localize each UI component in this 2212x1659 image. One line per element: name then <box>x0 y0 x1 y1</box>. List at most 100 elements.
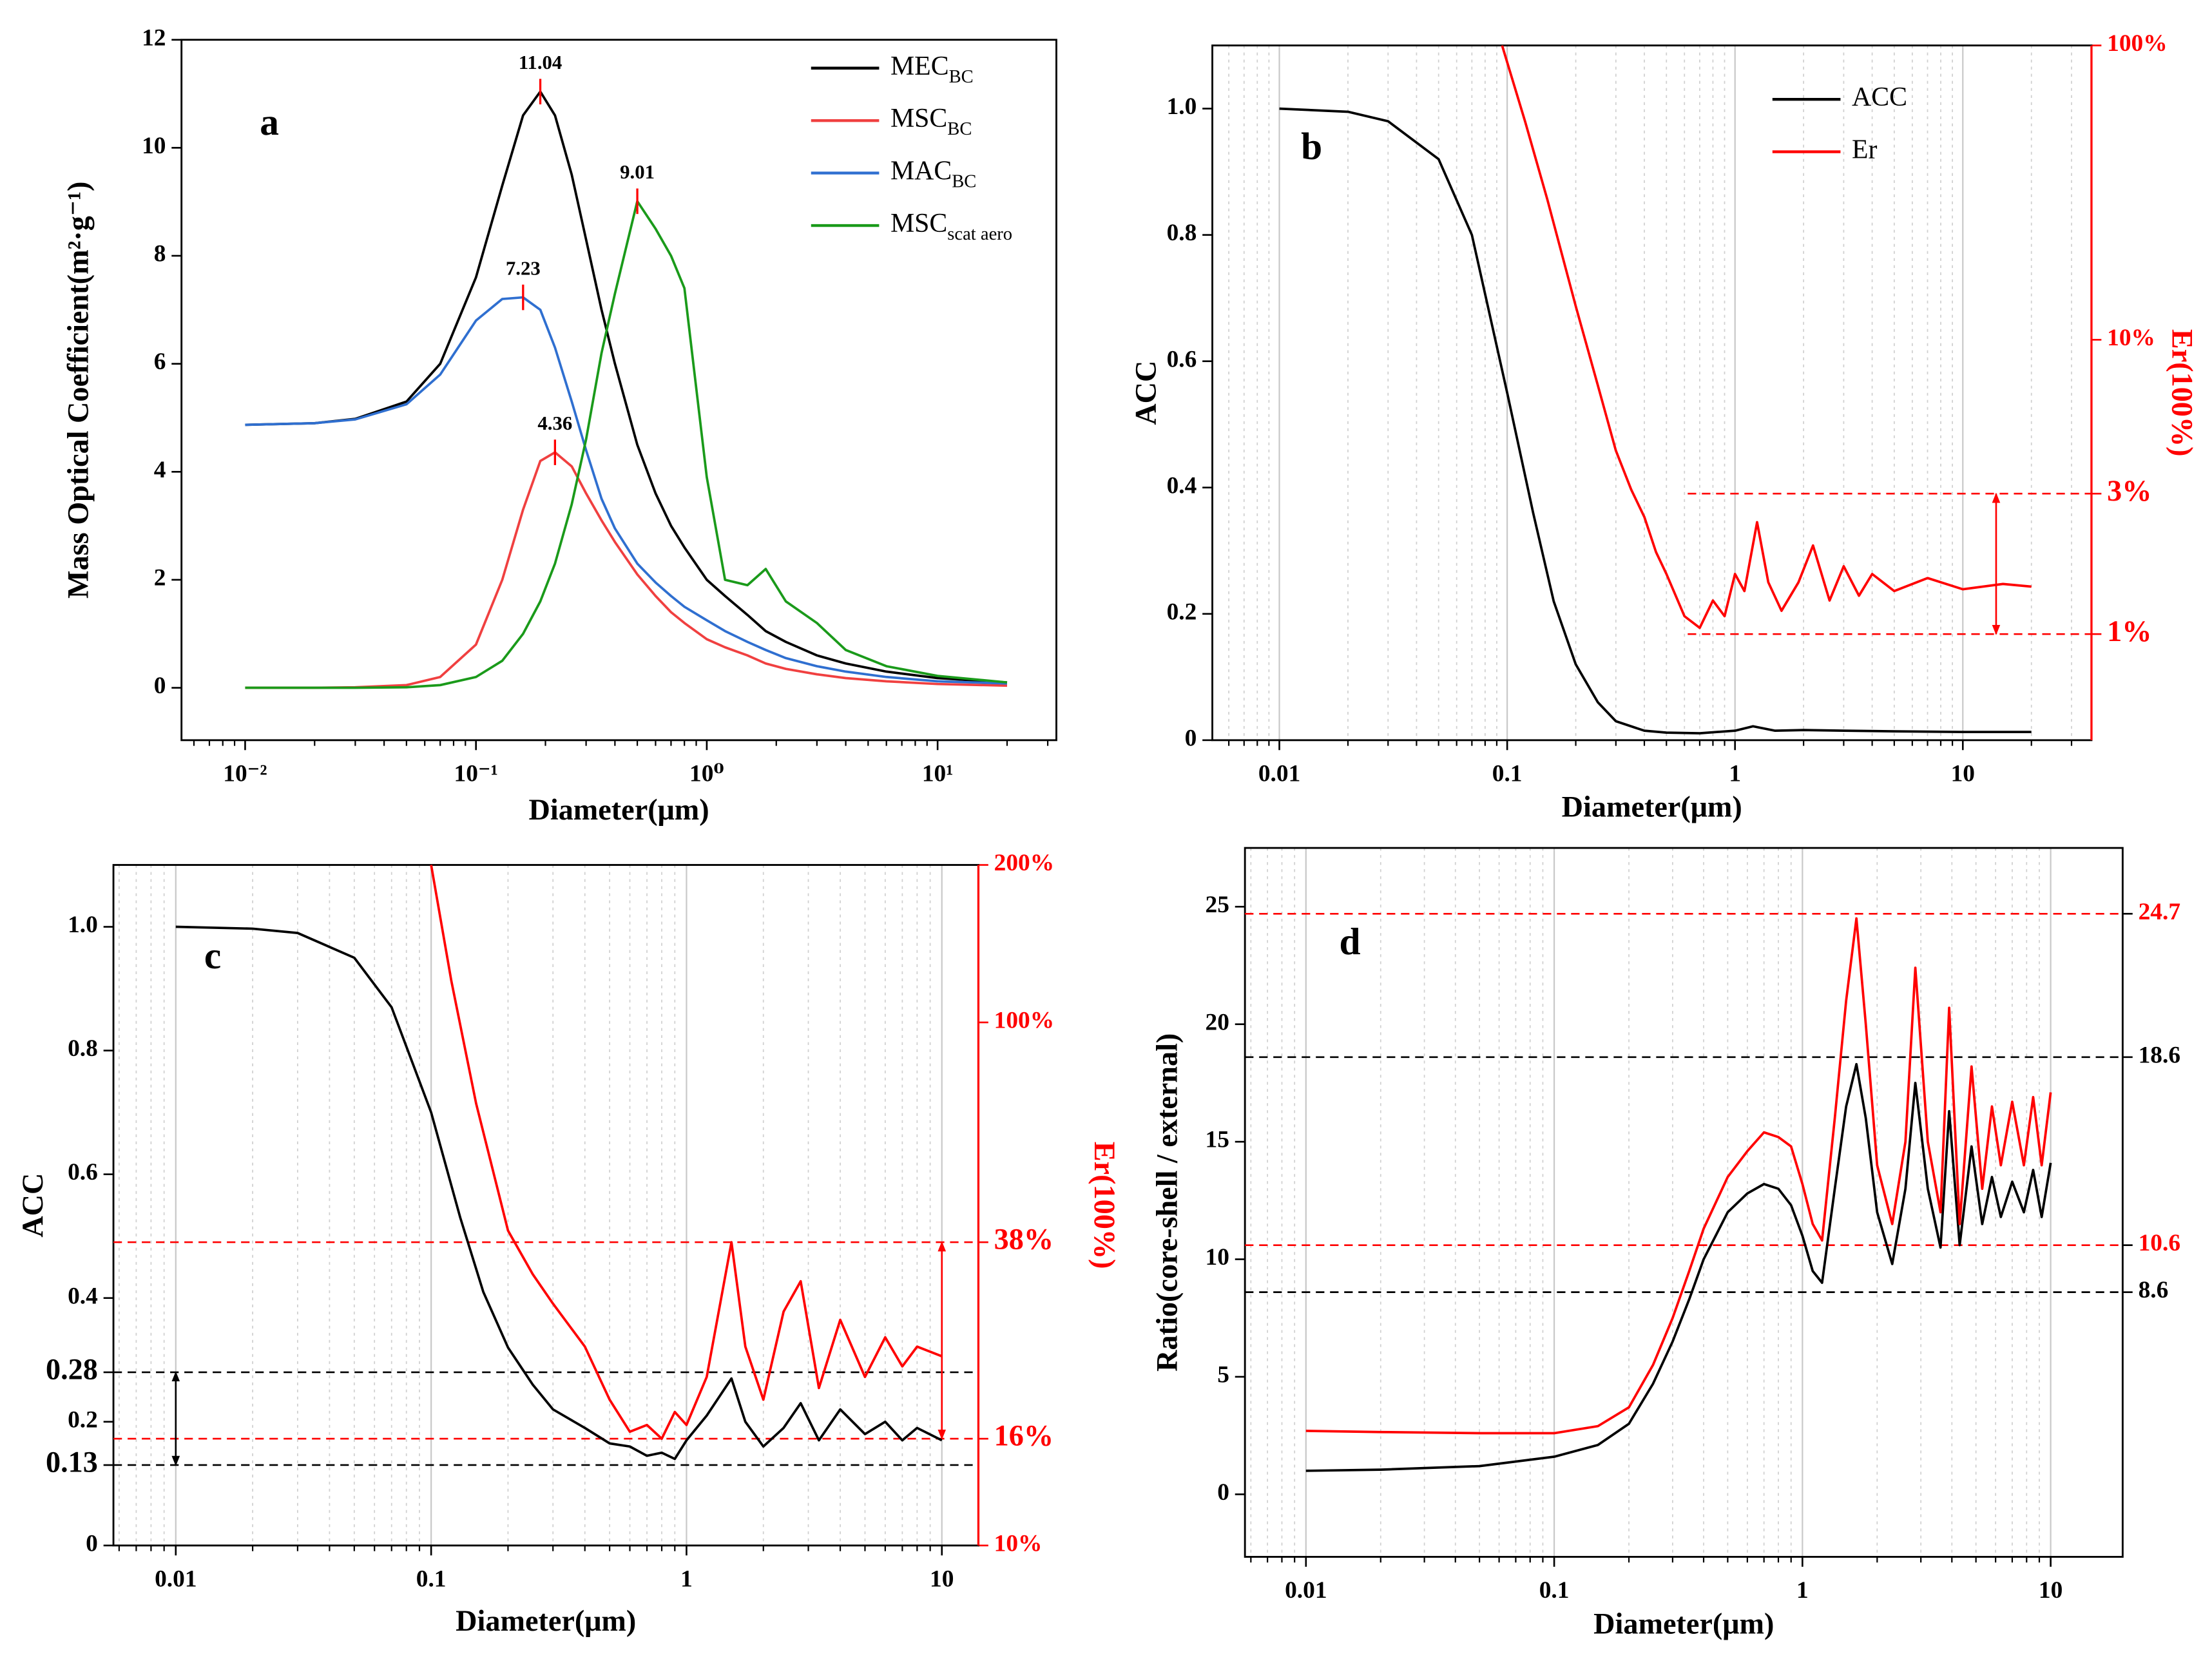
x-tick-label: 1 <box>1796 1577 1809 1604</box>
y-tick-label: 0.4 <box>1167 472 1197 499</box>
panel-label: c <box>204 934 221 977</box>
x-tick-label: 0.01 <box>1285 1577 1327 1604</box>
y2-tick-label: 100% <box>2107 30 2168 57</box>
y-tick-label: 6 <box>154 349 166 375</box>
plot-frame <box>180 39 1057 742</box>
legend-label: ACC <box>1852 82 1907 112</box>
data-line <box>175 925 943 1461</box>
x-tick-label: 10¹ <box>922 760 954 787</box>
y2-tick-label: 1% <box>2107 615 2151 647</box>
y2-axis-label: Er(100%) <box>1088 1142 1121 1269</box>
y-tick-label: 1.0 <box>1167 93 1197 120</box>
y-tick-label: 0.4 <box>68 1283 98 1309</box>
legend-subscript: BC <box>949 67 974 87</box>
x-tick-label: 0.1 <box>1539 1577 1570 1604</box>
legend-name: MSC <box>890 209 947 238</box>
x-axis-label: Diameter(μm) <box>1562 791 1742 823</box>
plot-area <box>245 90 1008 689</box>
y-tick-label: 8 <box>154 241 166 267</box>
y-tick-label: 5 <box>1217 1362 1229 1388</box>
data-line <box>245 296 1008 685</box>
y-tick-label: 25 <box>1206 892 1229 918</box>
legend-name: MAC <box>890 156 952 186</box>
panel-label: d <box>1339 920 1360 963</box>
data-line <box>1501 45 2032 629</box>
y-tick-label: 0 <box>1185 725 1197 751</box>
y-tick-label: 0.6 <box>1167 346 1197 372</box>
panel-label: b <box>1301 125 1322 168</box>
y2-tick-label: 100% <box>994 1008 1055 1034</box>
legend-name: ACC <box>1852 82 1907 112</box>
legend-name: MEC <box>890 51 949 81</box>
data-line <box>430 865 943 1440</box>
y-axis-label: ACC <box>16 1173 49 1238</box>
legend-label: MECBC <box>890 51 974 86</box>
y-tick-label: 0.13 <box>46 1446 98 1479</box>
legend-subscript: BC <box>947 119 972 139</box>
x-tick-label: 1 <box>680 1566 693 1592</box>
y2-tick-label: 10% <box>2107 325 2155 351</box>
panel-label: a <box>260 101 279 143</box>
y-tick-label: 0 <box>86 1530 98 1557</box>
plot-frame <box>1244 847 2124 1558</box>
peak-label: 4.36 <box>537 412 572 434</box>
y-axis-label: Ratio(core-shell / external) <box>1151 1033 1184 1372</box>
legend-label: MSCscat aero <box>890 209 1012 244</box>
legend-label: MSCBC <box>890 104 972 139</box>
y-tick-label: 0 <box>154 673 166 699</box>
x-tick-label: 10 <box>930 1566 954 1592</box>
plot-frame <box>1211 44 2093 742</box>
y-tick-label: 0.6 <box>68 1159 98 1185</box>
x-tick-label: 10⁻¹ <box>454 760 497 787</box>
y-tick-label: 2 <box>154 564 166 591</box>
y-tick-label: 15 <box>1206 1127 1229 1153</box>
y-tick-label: 1.0 <box>68 912 98 938</box>
y-axis-label: ACC <box>1130 361 1162 425</box>
data-line <box>1305 917 2052 1435</box>
plot-area <box>1305 917 2052 1472</box>
x-tick-label: 1 <box>1729 760 1741 787</box>
peak-label: 11.04 <box>519 52 563 73</box>
data-line <box>245 90 1008 684</box>
y-tick-label: 0.2 <box>1167 599 1197 625</box>
y-tick-label: 0.2 <box>68 1406 98 1433</box>
peak-label: 7.23 <box>506 257 541 279</box>
plot-area <box>1279 45 2032 734</box>
y2-tick-label: 18.6 <box>2139 1042 2180 1068</box>
y-tick-label: 0.8 <box>1167 220 1197 246</box>
y-tick-label: 4 <box>154 457 166 483</box>
data-line <box>245 200 1008 689</box>
x-axis-label: Diameter(μm) <box>1593 1607 1774 1640</box>
data-line <box>245 451 1008 689</box>
x-tick-label: 10 <box>1951 760 1975 787</box>
y-axis-label: Mass Optical Coefficient(m²·g⁻¹) <box>61 182 94 599</box>
peak-label: 9.01 <box>620 161 655 183</box>
legend-subscript: scat aero <box>947 224 1012 244</box>
y-tick-label: 10 <box>142 133 166 159</box>
y2-tick-label: 10% <box>994 1530 1043 1557</box>
y2-tick-label: 3% <box>2107 474 2151 507</box>
y2-tick-label: 38% <box>994 1223 1053 1256</box>
y2-tick-label: 8.6 <box>2139 1277 2169 1303</box>
x-tick-label: 10⁰ <box>689 760 724 787</box>
data-line <box>1305 1062 2052 1472</box>
y2-tick-label: 10.6 <box>2139 1230 2180 1256</box>
y2-axis-label: Er(100%) <box>2166 329 2198 457</box>
x-tick-label: 0.01 <box>155 1566 197 1592</box>
plot-area <box>175 865 943 1461</box>
x-tick-label: 10 <box>2039 1577 2063 1604</box>
y-tick-label: 0.28 <box>46 1353 98 1386</box>
y-tick-label: 10 <box>1206 1244 1229 1271</box>
legend-name: Er <box>1852 135 1878 164</box>
x-tick-label: 10⁻² <box>223 760 267 787</box>
y2-tick-label: 200% <box>994 850 1055 876</box>
legend-subscript: BC <box>952 172 976 192</box>
legend-name: MSC <box>890 104 947 133</box>
legend-label: Er <box>1852 135 1878 164</box>
x-axis-label: Diameter(μm) <box>456 1604 636 1637</box>
y2-tick-label: 16% <box>994 1419 1053 1452</box>
x-tick-label: 0.01 <box>1258 760 1300 787</box>
x-tick-label: 0.1 <box>416 1566 447 1592</box>
plot-frame <box>112 864 979 1547</box>
